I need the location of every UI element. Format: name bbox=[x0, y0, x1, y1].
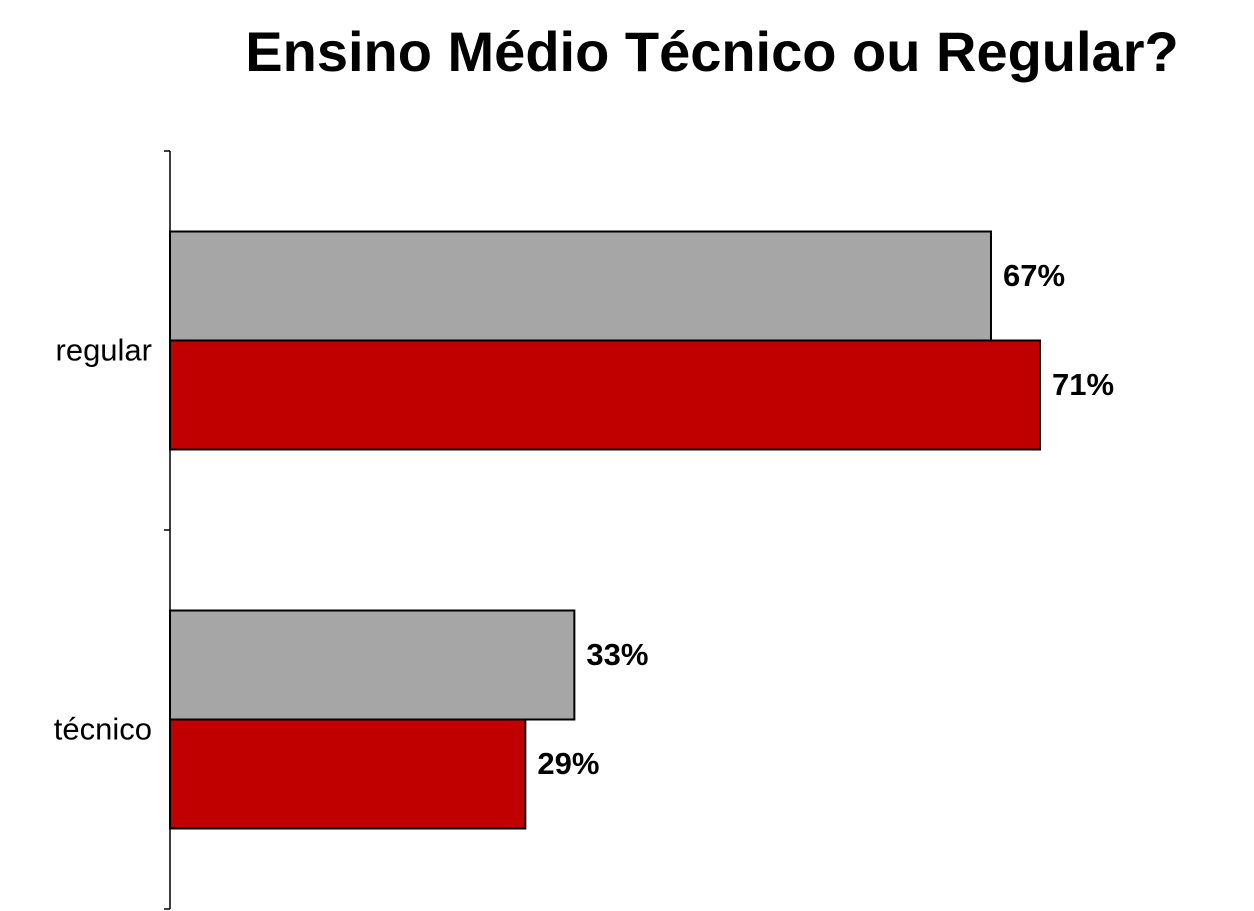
bar bbox=[169, 339, 1041, 451]
data-label: 71% bbox=[1052, 367, 1114, 402]
data-label: 67% bbox=[1003, 258, 1065, 293]
y-tick-label: técnico bbox=[54, 712, 152, 747]
bar bbox=[169, 718, 527, 830]
data-label: 29% bbox=[537, 746, 599, 781]
chart-title: Ensino Médio Técnico ou Regular? bbox=[245, 20, 1178, 83]
y-tick-label: regular bbox=[56, 333, 153, 368]
bar bbox=[169, 609, 576, 721]
data-label: 33% bbox=[586, 637, 648, 672]
bar bbox=[169, 230, 992, 342]
